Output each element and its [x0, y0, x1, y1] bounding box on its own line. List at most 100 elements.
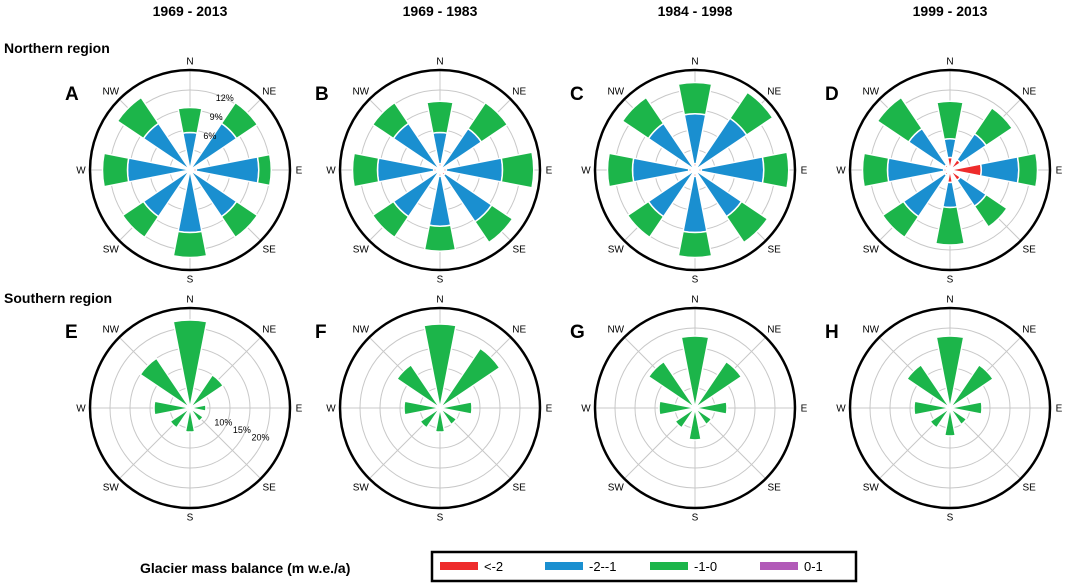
- direction-label-se: SE: [768, 245, 782, 256]
- direction-label-nw: NW: [862, 86, 879, 97]
- petal-n--1-0: [677, 81, 713, 116]
- direction-label-sw: SW: [353, 483, 370, 494]
- outer-ring: [848, 68, 1052, 272]
- petal-nw--1-0: [876, 96, 924, 144]
- outer-ring: [848, 306, 1052, 510]
- panel-letter: B: [315, 84, 329, 105]
- direction-label-sw: SW: [103, 483, 120, 494]
- direction-label-se: SE: [513, 245, 527, 256]
- rose-panel-b: N NE E SE S SW W NW B: [315, 57, 553, 286]
- direction-label-ne: NE: [262, 86, 276, 97]
- direction-label-nw: NW: [102, 86, 119, 97]
- petal-n--1-0: [423, 323, 457, 409]
- petal-e--1-0: [256, 153, 272, 187]
- rose-panel-d: N NE E SE S SW W NW D: [825, 57, 1063, 286]
- row-title: Northern region: [4, 40, 110, 56]
- petal-e--2--1: [979, 156, 1020, 184]
- direction-label-e: E: [1056, 404, 1063, 415]
- panel-letter: H: [825, 322, 839, 343]
- direction-label-s: S: [437, 275, 444, 286]
- direction-label-nw: NW: [352, 86, 369, 97]
- petal-se--1-0: [694, 407, 713, 426]
- legend-items: <-2 -2--1 -1-0 0-1: [440, 559, 823, 574]
- petal-ne--1-0: [220, 101, 259, 140]
- direction-label-se: SE: [263, 245, 277, 256]
- direction-label-ne: NE: [767, 324, 781, 335]
- direction-label-e: E: [546, 404, 553, 415]
- direction-label-ne: NE: [1022, 324, 1036, 335]
- petal-nw--1-0: [621, 96, 665, 140]
- direction-label-s: S: [187, 513, 194, 524]
- direction-label-s: S: [692, 513, 699, 524]
- panel-letter: A: [65, 84, 79, 105]
- petal-s--1-0: [434, 407, 446, 433]
- direction-label-se: SE: [1023, 483, 1037, 494]
- row-title: Southern region: [4, 290, 112, 306]
- petal-ne--1-0: [973, 106, 1014, 147]
- petal-w--1-0: [658, 400, 696, 416]
- ring-label: 9%: [210, 112, 223, 122]
- petal-n--2--1: [943, 138, 957, 159]
- direction-label-n: N: [186, 57, 193, 68]
- petal-sw--1-0: [371, 200, 410, 239]
- petal-sw--1-0: [929, 407, 951, 429]
- direction-label-ne: NE: [512, 86, 526, 97]
- petal-s--1-0: [943, 407, 957, 437]
- legend-label: 0-1: [804, 559, 823, 574]
- petal-e--1-0: [949, 401, 983, 415]
- rose-panel-c: N NE E SE S SW W NW C: [570, 57, 808, 286]
- direction-label-ne: NE: [262, 324, 276, 335]
- direction-label-n: N: [186, 295, 193, 306]
- petal-w--1-0: [861, 152, 890, 188]
- petal-e--2--1: [195, 156, 260, 184]
- direction-label-w: W: [326, 404, 336, 415]
- petal-s--1-0: [934, 205, 966, 246]
- petal-e--1-0: [761, 151, 790, 189]
- petal-ne--1-0: [694, 360, 743, 409]
- petal-s--1-0: [184, 407, 196, 433]
- petal-w--2--1: [376, 157, 435, 183]
- panel-letter: C: [570, 84, 584, 105]
- direction-label-se: SE: [1023, 245, 1037, 256]
- direction-label-sw: SW: [608, 245, 625, 256]
- legend-label: <-2: [484, 559, 503, 574]
- petal-w--1-0: [101, 152, 130, 188]
- direction-label-w: W: [326, 166, 336, 177]
- legend-swatch: [440, 562, 478, 570]
- direction-label-e: E: [546, 166, 553, 177]
- petal-ne--1-0: [949, 363, 995, 409]
- direction-label-e: E: [801, 166, 808, 177]
- direction-label-s: S: [692, 275, 699, 286]
- petal-n--1-0: [936, 100, 964, 141]
- direction-label-nw: NW: [607, 324, 624, 335]
- column-title: 1999 - 2013: [913, 3, 988, 19]
- petal-nw--1-0: [647, 360, 696, 409]
- petal-w--1-0: [351, 152, 380, 188]
- legend-swatch: [760, 562, 798, 570]
- legend-swatch: [545, 562, 583, 570]
- petal-nw--1-0: [395, 363, 441, 409]
- petal-w--1-0: [153, 400, 191, 416]
- direction-label-sw: SW: [353, 245, 370, 256]
- direction-label-nw: NW: [862, 324, 879, 335]
- legend-title: Glacier mass balance (m w.e./a): [140, 560, 350, 576]
- ring-label: 10%: [214, 417, 232, 427]
- direction-label-se: SE: [263, 483, 277, 494]
- petal-nw--1-0: [371, 101, 410, 140]
- panel-letter: D: [825, 84, 839, 105]
- legend-frame: [430, 550, 858, 583]
- ring-label: 15%: [233, 425, 251, 435]
- direction-label-n: N: [946, 57, 953, 68]
- petal-e--1-0: [439, 401, 473, 415]
- direction-label-ne: NE: [1022, 86, 1036, 97]
- direction-label-n: N: [691, 57, 698, 68]
- petal-nw--1-0: [905, 363, 951, 409]
- petal-s--1-0: [172, 230, 208, 259]
- rose-panel-f: N NE E SE S SW W NW F: [315, 295, 553, 524]
- panel-letter: F: [315, 322, 327, 343]
- ring-label: 12%: [216, 93, 234, 103]
- petal-w--2--1: [886, 157, 945, 183]
- direction-label-e: E: [801, 404, 808, 415]
- petal-s--2--1: [941, 181, 959, 209]
- rose-panels: NNEESESSWWNW6%9%12%ANNEESESSWWNWBNNEESES…: [65, 57, 1063, 524]
